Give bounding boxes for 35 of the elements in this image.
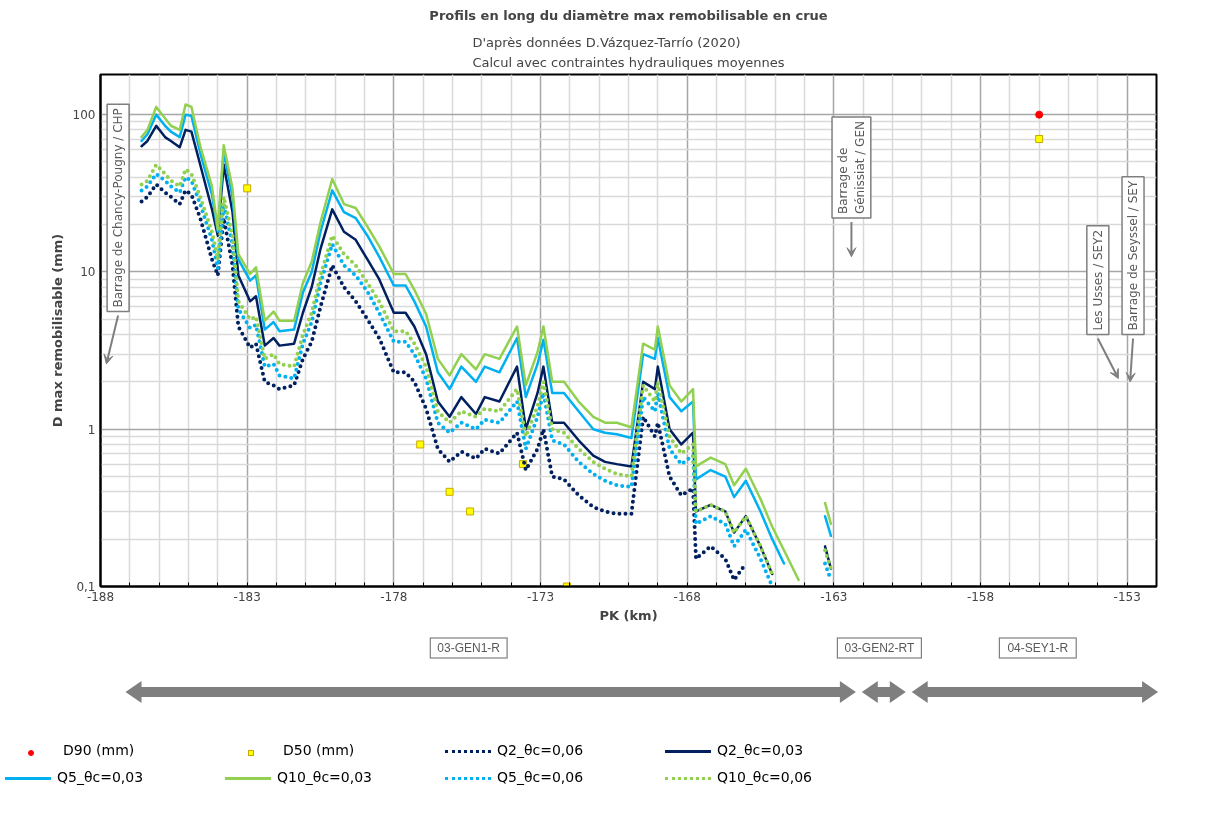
x-tick-label: -183	[233, 589, 261, 604]
x-tick-label: -153	[1113, 589, 1141, 604]
x-tick-label: -163	[820, 589, 848, 604]
x-tick-label: -158	[966, 589, 995, 604]
point	[445, 487, 454, 496]
y-tick-label: 10	[80, 265, 96, 280]
legend-label: Q10_θc=0,06	[716, 768, 813, 787]
legend-label: Q10_θc=0,03	[276, 768, 373, 787]
annotation: Les Usses / SEY2	[1090, 229, 1105, 331]
point	[1035, 110, 1044, 119]
y-axis-title: D max remobilisable (mm)	[49, 233, 65, 428]
legend-label: Q2_θc=0,06	[496, 741, 585, 760]
x-tick-label: -168	[673, 589, 701, 604]
x-tick-label: -178	[380, 589, 408, 604]
chart-title: Profils en long du diamètre max remobilisable en crue	[429, 7, 828, 23]
x-axis-title: PK (km)	[599, 607, 658, 623]
y-tick-label: 100	[72, 108, 96, 123]
legend-label: D90 (mm)	[62, 741, 136, 760]
annotation: Barrage de Seyssel / SEY	[1126, 180, 1141, 331]
text: 04-SEY1-R	[1007, 641, 1069, 655]
y-tick-label: 1	[87, 422, 96, 437]
legend-label: Q2_θc=0,03	[716, 741, 805, 760]
legend-label: Q5_θc=0,03	[56, 768, 145, 787]
annotation: Barrage de Chancy-Pougny / CHP	[111, 108, 126, 308]
annotation: Barrage de Génissiat / GEN	[836, 121, 867, 215]
point	[466, 507, 475, 516]
point	[243, 184, 252, 193]
x-tick-label: -173	[526, 589, 555, 604]
point	[1035, 135, 1044, 144]
legend-label: Q5_θc=0,06	[496, 768, 585, 787]
text: 03-GEN1-R	[437, 641, 501, 655]
point	[416, 440, 425, 449]
text: 03-GEN2-RT	[844, 641, 915, 655]
chart-subtitle: D'après données D.Vázquez-Tarrío (2020) Calcul avec contraintes hydrauliques moyennes	[472, 35, 785, 70]
legend-label: D50 (mm)	[282, 741, 356, 760]
